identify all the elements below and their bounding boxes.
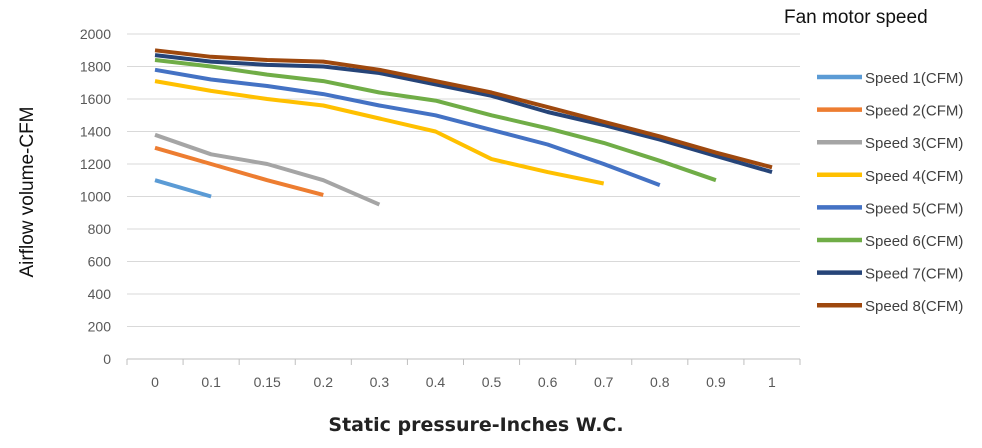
- x-tick-label: 0.15: [254, 374, 281, 390]
- series-line-speed-8: [154, 48, 773, 170]
- series-line-speed-4: [154, 79, 605, 186]
- y-axis-title: Airflow volume-CFM: [17, 106, 38, 277]
- series-line-speed-2: [154, 145, 324, 197]
- y-tick-label: 1200: [80, 156, 111, 172]
- legend-title: Fan motor speed: [784, 7, 928, 28]
- x-tick-label: 0.6: [538, 374, 558, 390]
- x-tick-label: 1: [768, 374, 776, 390]
- y-tick-label: 1600: [80, 91, 111, 107]
- x-axis-title: Static pressure-Inches W.C.: [328, 414, 623, 436]
- y-tick-label: 2000: [80, 26, 111, 42]
- legend: Speed 1(CFM) Speed 2(CFM) Speed 3(CFM) Spee…: [817, 70, 963, 315]
- x-tick-label: 0.9: [706, 374, 726, 390]
- x-tick-label: 0.3: [370, 374, 390, 390]
- legend-label: Speed 5(CFM): [865, 200, 963, 217]
- y-tick-label: 0: [103, 351, 111, 367]
- y-tick-label: 1800: [80, 59, 111, 75]
- series-line-speed-1: [154, 178, 212, 199]
- y-tick-label: 400: [88, 286, 112, 302]
- gridlines: [127, 33, 800, 327]
- y-tick-label: 800: [88, 221, 112, 237]
- y-tick-label: 1400: [80, 124, 111, 140]
- legend-label: Speed 7(CFM): [865, 266, 963, 283]
- axes: 0 200 400 600 800 1000 1200 1400 1600 1800 2000 0 0.…: [80, 26, 801, 390]
- legend-label: Speed 6(CFM): [865, 233, 963, 250]
- series-line-speed-5: [154, 67, 661, 187]
- series-line-speed-3: [154, 132, 381, 207]
- series-lines: [154, 48, 773, 207]
- x-tick-label: 0.5: [482, 374, 502, 390]
- legend-label: Speed 2(CFM): [865, 103, 963, 120]
- series-line-speed-6: [154, 58, 717, 183]
- y-tick-label: 200: [88, 319, 112, 335]
- x-tick-label: 0: [151, 374, 159, 390]
- y-tick-label: 1000: [80, 189, 111, 205]
- x-tick-label: 0.1: [201, 374, 221, 390]
- x-tick-label: 0.8: [650, 374, 670, 390]
- legend-label: Speed 4(CFM): [865, 168, 963, 185]
- series-line-speed-7: [154, 53, 773, 175]
- x-tick-label: 0.2: [314, 374, 334, 390]
- x-tick-label: 0.7: [594, 374, 614, 390]
- legend-label: Speed 1(CFM): [865, 70, 963, 87]
- legend-label: Speed 8(CFM): [865, 298, 963, 315]
- legend-label: Speed 3(CFM): [865, 135, 963, 152]
- y-tick-label: 600: [88, 254, 112, 270]
- x-tick-label: 0.4: [426, 374, 446, 390]
